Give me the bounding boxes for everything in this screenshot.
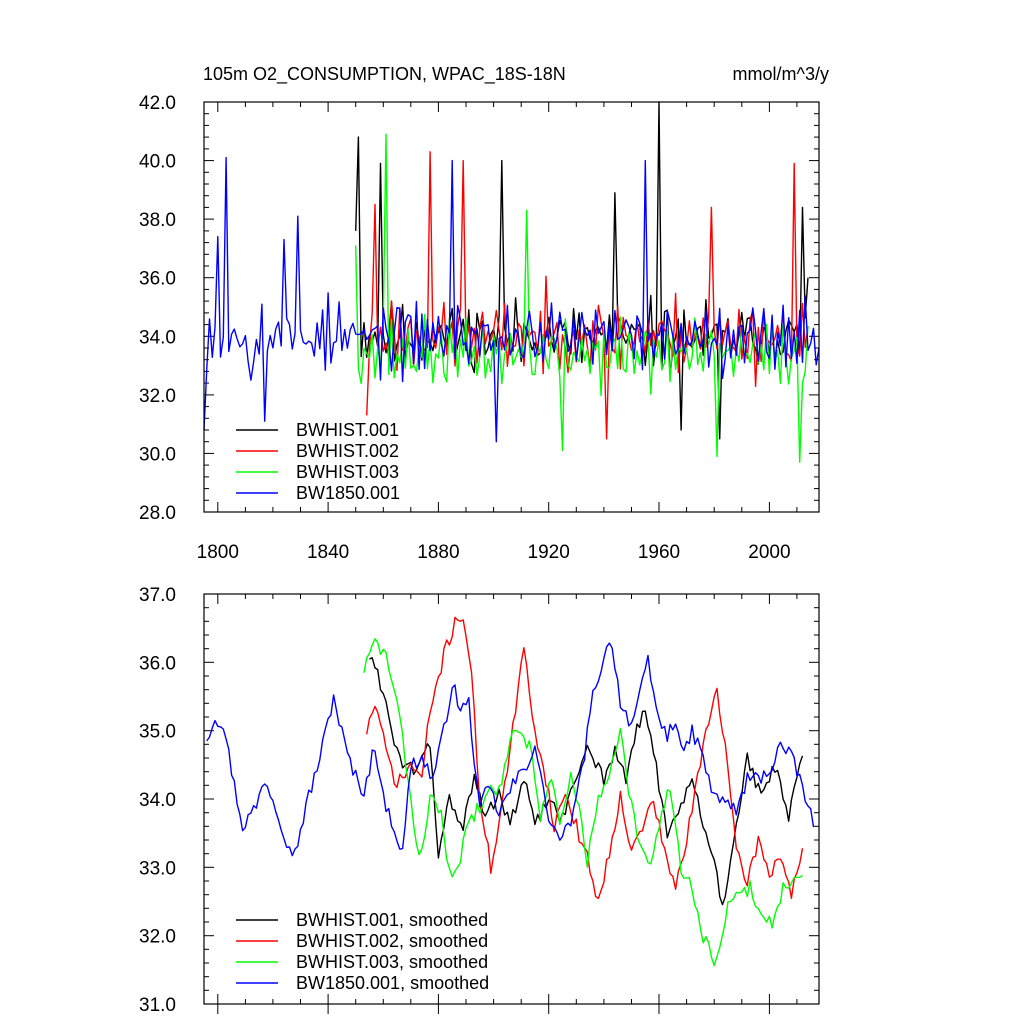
x-tick-label: 1800 — [197, 542, 239, 563]
y-tick-label: 34.0 — [139, 327, 176, 348]
y-tick-label: 36.0 — [139, 269, 176, 290]
y-tick-label: 32.0 — [139, 927, 176, 948]
legend-label: BWHIST.003, smoothed — [296, 952, 488, 972]
top-x-tick-labels: 1800 1840 1880 1920 1960 2000 — [197, 542, 791, 563]
bottom-plot-area — [206, 616, 815, 967]
y-tick-label: 37.0 — [139, 585, 176, 606]
legend-label: BW1850.001, smoothed — [296, 973, 489, 993]
x-tick-label: 1920 — [528, 542, 570, 563]
x-tick-label: 2000 — [748, 542, 790, 563]
bottom-y-tick-labels: 31.0 32.0 33.0 34.0 35.0 36.0 37.0 — [139, 585, 176, 1016]
y-tick-label: 32.0 — [139, 386, 176, 407]
legend-label: BWHIST.002, smoothed — [296, 931, 488, 951]
top-y-tick-labels: 28.0 30.0 32.0 34.0 36.0 38.0 40.0 42.0 — [139, 93, 176, 524]
series-line-bw1850-001-smoothed — [206, 642, 815, 857]
top-chart-title: 105m O2_CONSUMPTION, WPAC_18S-18N — [203, 64, 566, 85]
y-tick-label: 40.0 — [139, 152, 176, 173]
legend-label: BWHIST.002 — [296, 441, 399, 461]
x-tick-label: 1960 — [638, 542, 680, 563]
y-tick-label: 38.0 — [139, 210, 176, 231]
y-tick-label: 34.0 — [139, 790, 176, 811]
y-tick-label: 30.0 — [139, 444, 176, 465]
bottom-panel: 31.0 32.0 33.0 34.0 35.0 36.0 37.0 BWHIST.001,… — [139, 585, 820, 1016]
series-line-bwhist-002 — [366, 151, 809, 440]
top-plot-area — [203, 101, 820, 463]
series-line-bwhist-001 — [355, 101, 809, 440]
legend-label: BW1850.001 — [296, 483, 400, 503]
y-tick-label: 36.0 — [139, 653, 176, 674]
legend-label: BWHIST.001, smoothed — [296, 910, 488, 930]
series-line-bwhist-003-smoothed — [363, 638, 803, 967]
x-tick-label: 1840 — [307, 542, 349, 563]
bottom-axis-ticks — [204, 593, 819, 1014]
y-tick-label: 28.0 — [139, 503, 176, 524]
series-line-bwhist-003 — [355, 133, 809, 463]
series-line-bw1850-001 — [203, 156, 820, 443]
top-chart-units: mmol/m^3/y — [733, 64, 829, 84]
top-panel: 105m O2_CONSUMPTION, WPAC_18S-18N mmol/m… — [139, 64, 829, 563]
y-tick-label: 31.0 — [139, 995, 176, 1016]
top-plot-frame — [203, 101, 820, 513]
x-tick-label: 1880 — [417, 542, 459, 563]
y-tick-label: 33.0 — [139, 858, 176, 879]
y-tick-label: 42.0 — [139, 93, 176, 114]
bottom-plot-frame — [203, 593, 820, 1005]
legend-label: BWHIST.001 — [296, 420, 399, 440]
legend-label: BWHIST.003 — [296, 462, 399, 482]
y-tick-label: 35.0 — [139, 722, 176, 743]
